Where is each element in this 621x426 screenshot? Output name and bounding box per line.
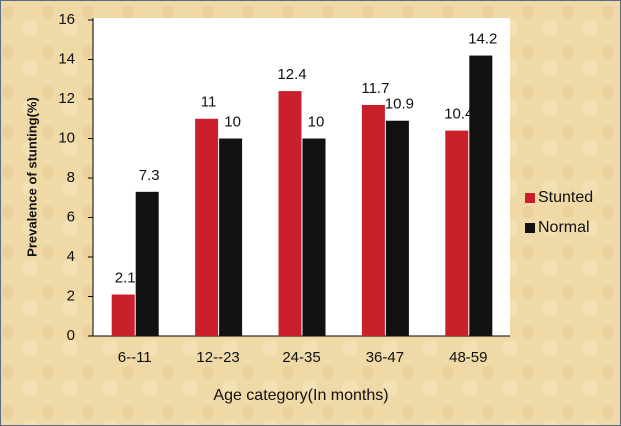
bar	[361, 104, 385, 336]
y-tick-label: 8	[67, 169, 75, 186]
y-tick-label: 12	[58, 90, 75, 107]
data-label: 7.3	[139, 167, 160, 184]
y-tick-label: 14	[58, 50, 75, 67]
data-label: 12.4	[277, 66, 306, 83]
x-tick-label: 36-47	[366, 349, 404, 366]
legend-swatch	[525, 223, 535, 233]
bar	[445, 130, 469, 336]
legend-label: Normal	[538, 219, 590, 236]
data-label: 10	[308, 113, 325, 130]
data-label: 2.1	[115, 269, 136, 286]
y-tick-label: 10	[58, 129, 75, 146]
data-label: 11	[201, 94, 217, 111]
y-tick-label: 2	[67, 287, 75, 304]
y-tick-label: 6	[67, 208, 75, 225]
bar	[219, 138, 243, 336]
bar	[469, 55, 493, 337]
legend-label: Stunted	[538, 189, 593, 206]
bar	[302, 138, 326, 336]
y-tick-label: 16	[58, 11, 75, 28]
x-tick-label: 6--11	[118, 349, 152, 366]
legend-swatch	[525, 193, 535, 203]
y-axis-title: Prevalence of stunting(%)	[24, 97, 39, 257]
bar	[111, 294, 135, 336]
data-label: 11.7	[361, 80, 389, 97]
bar	[385, 120, 409, 336]
x-tick-label: 12--23	[196, 349, 239, 366]
data-label: 14.2	[468, 31, 497, 48]
data-label: 10.9	[385, 96, 414, 113]
x-tick-label: 48-59	[449, 349, 487, 366]
bar	[195, 118, 219, 336]
data-label: 10.4	[444, 106, 473, 123]
bar	[278, 91, 302, 336]
x-tick-label: 24-35	[282, 349, 320, 366]
bar	[135, 191, 159, 336]
y-tick-label: 0	[67, 327, 75, 344]
y-tick-label: 4	[67, 248, 75, 265]
data-label: 10	[224, 113, 241, 130]
x-axis-title: Age category(In months)	[213, 387, 388, 404]
